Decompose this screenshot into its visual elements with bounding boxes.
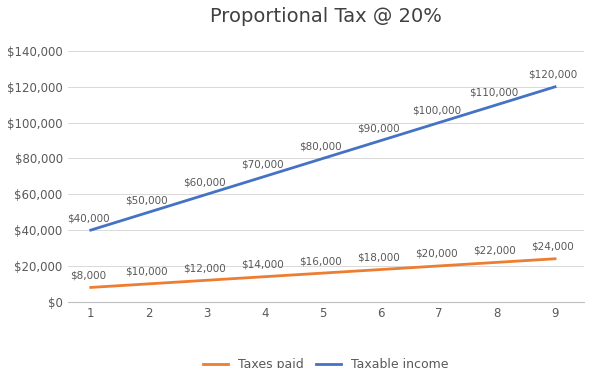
Text: $70,000: $70,000 <box>241 159 284 169</box>
Legend: Taxes paid, Taxable income: Taxes paid, Taxable income <box>198 353 454 368</box>
Taxable income <box>378 138 385 143</box>
Text: $110,000: $110,000 <box>470 88 519 98</box>
Taxable income <box>436 120 443 125</box>
Text: $120,000: $120,000 <box>528 70 577 80</box>
Taxable income <box>145 210 152 215</box>
Text: $14,000: $14,000 <box>241 260 284 270</box>
Text: $40,000: $40,000 <box>67 213 109 223</box>
Taxable income <box>87 228 95 232</box>
Text: $12,000: $12,000 <box>183 263 225 273</box>
Taxes paid <box>203 278 210 283</box>
Text: $50,000: $50,000 <box>125 195 167 205</box>
Taxable income <box>319 156 326 161</box>
Text: $22,000: $22,000 <box>473 245 515 255</box>
Text: $80,000: $80,000 <box>299 142 342 152</box>
Taxes paid <box>436 264 443 268</box>
Taxes paid <box>319 271 326 275</box>
Text: $8,000: $8,000 <box>70 270 106 280</box>
Taxable income <box>261 174 268 178</box>
Text: $16,000: $16,000 <box>299 256 342 266</box>
Text: $90,000: $90,000 <box>357 124 400 134</box>
Taxable income <box>203 192 210 197</box>
Text: $60,000: $60,000 <box>183 177 225 187</box>
Title: Proportional Tax @ 20%: Proportional Tax @ 20% <box>210 7 441 26</box>
Taxes paid <box>261 275 268 279</box>
Text: $20,000: $20,000 <box>415 249 457 259</box>
Text: $18,000: $18,000 <box>357 252 400 263</box>
Line: Taxable income: Taxable income <box>91 87 555 230</box>
Taxes paid <box>378 267 385 272</box>
Text: $24,000: $24,000 <box>531 242 574 252</box>
Text: $100,000: $100,000 <box>411 106 461 116</box>
Taxes paid <box>145 282 152 286</box>
Taxes paid <box>87 285 95 290</box>
Taxable income <box>493 103 501 107</box>
Taxes paid <box>493 260 501 265</box>
Taxable income <box>551 85 558 89</box>
Taxes paid <box>551 256 558 261</box>
Text: $10,000: $10,000 <box>125 267 167 277</box>
Line: Taxes paid: Taxes paid <box>91 259 555 287</box>
